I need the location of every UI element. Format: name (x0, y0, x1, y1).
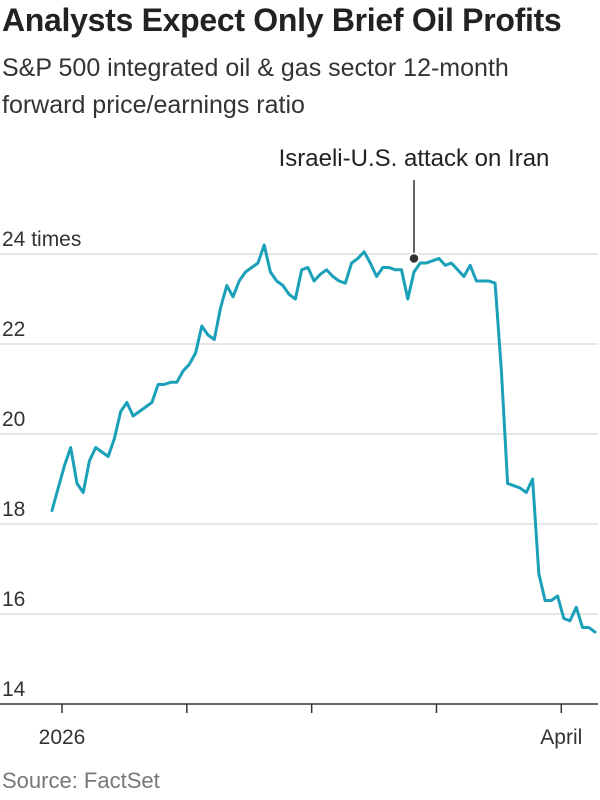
y-tick-label: 16 (2, 588, 25, 611)
annotation: Israeli-U.S. attack on Iran (279, 145, 550, 265)
y-tick-label: 14 (2, 678, 26, 701)
y-tick-label: 24 times (2, 228, 81, 251)
annotation-marker (408, 252, 420, 265)
y-tick-labels: 14 16 18 20 22 24 times (2, 228, 81, 701)
y-tick-label: 20 (2, 408, 25, 431)
source-note: Source: FactSet (2, 768, 160, 793)
annotation-label: Israeli-U.S. attack on Iran (279, 145, 550, 172)
y-tick-label: 18 (2, 498, 25, 521)
chart-title: Analysts Expect Only Brief Oil Profits (2, 2, 562, 38)
series-layer (50, 243, 597, 634)
x-tick-label: 2026 (39, 726, 86, 749)
chart-subtitle: S&P 500 integrated oil & gas sector 12-m… (2, 54, 509, 119)
x-tick-label: April (540, 726, 582, 749)
y-tick-label: 22 (2, 318, 25, 341)
series-line (50, 243, 597, 634)
x-axis: 2026 April (39, 704, 582, 749)
